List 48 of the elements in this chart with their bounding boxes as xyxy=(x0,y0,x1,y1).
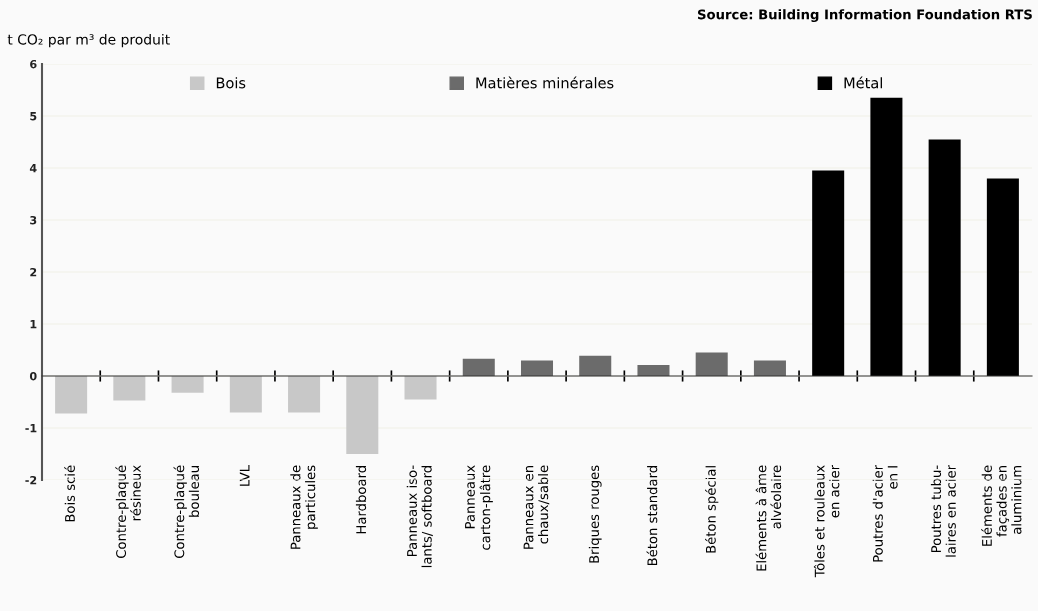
y-tick-label: -2 xyxy=(25,475,37,485)
bar xyxy=(462,358,495,376)
bar xyxy=(229,376,262,413)
y-tick-label: 4 xyxy=(29,164,37,173)
bar xyxy=(520,360,554,376)
y-tick-label: 0 xyxy=(29,371,37,381)
bar xyxy=(695,352,728,376)
x-tick-label: LVL xyxy=(239,464,250,486)
y-tick-label: -1 xyxy=(25,424,37,433)
y-tick-label: 1 xyxy=(30,320,37,329)
bar xyxy=(288,376,321,413)
x-tick-label: Tôles et rouleaux en acier xyxy=(813,464,840,578)
legend-label: Bois xyxy=(216,77,246,89)
x-tick-label: Panneaux iso- lants/ softboard xyxy=(406,465,433,568)
y-tick-label: 6 xyxy=(30,59,37,69)
bar xyxy=(870,97,903,376)
bar xyxy=(928,139,961,376)
bar xyxy=(55,376,88,414)
x-tick-label: Panneaux en chaux/sable xyxy=(523,465,550,549)
x-tick-label: Hardboard xyxy=(355,466,367,534)
legend-label: Métal xyxy=(844,76,882,89)
bar xyxy=(171,376,204,393)
bar xyxy=(579,355,612,376)
y-tick-label: 5 xyxy=(30,112,37,121)
x-tick-label: Poutres d'acier en I xyxy=(872,464,898,562)
bar xyxy=(404,376,437,400)
x-tick-label: Briques rouges xyxy=(588,465,602,563)
bar xyxy=(346,376,379,454)
bar xyxy=(637,365,670,376)
x-tick-label: Poutres tubu- laires en acier xyxy=(930,464,956,557)
bar xyxy=(986,178,1019,376)
legend-label: Matières minérales xyxy=(476,76,614,89)
source-note: Source: Building Information Foundation RTS xyxy=(697,9,1032,23)
y-tick-label: 3 xyxy=(30,215,37,225)
bar xyxy=(812,170,845,376)
y-tick-label: 2 xyxy=(30,267,37,277)
x-tick-label: Béton standard xyxy=(646,466,658,566)
x-tick-label: Panneaux carton-plâtre xyxy=(465,465,493,550)
x-tick-label: Eléments à âme alvéolaire xyxy=(755,465,782,571)
x-tick-label: Contre-plaqué bouleau xyxy=(173,465,200,558)
x-tick-label: Bois scié xyxy=(64,465,75,522)
x-tick-label: Panneaux de particules xyxy=(290,465,318,549)
bar xyxy=(113,376,146,401)
x-tick-label: Contre-plaqué résineux xyxy=(115,465,141,558)
bar xyxy=(753,360,786,376)
y-axis-title: t CO₂ par m³ de produit xyxy=(7,33,170,48)
x-tick-label: Eléments de façades en aluminium xyxy=(981,465,1022,546)
x-tick-label: Béton spécial xyxy=(705,466,719,553)
